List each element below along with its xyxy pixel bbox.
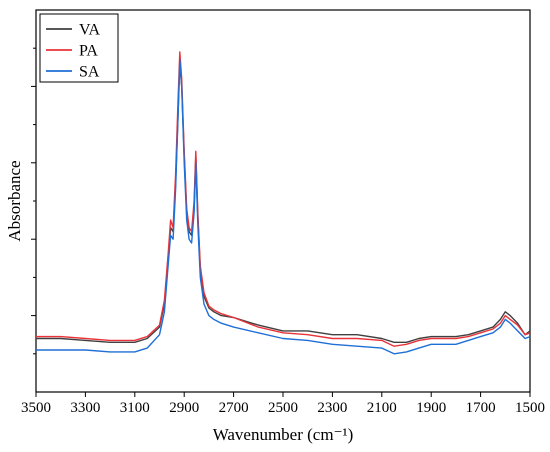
legend-label-pa: PA [79,43,98,60]
y-axis-title: Absorbance [5,160,24,241]
x-axis-title: Wavenumber (cm⁻¹) [213,425,354,444]
legend: VA PA SA [39,13,119,83]
legend-box [39,13,119,83]
legend-label-va: VA [79,22,100,39]
series-line-pa [36,51,531,347]
x-tick-label: 2900 [169,400,199,416]
x-tick-label: 2700 [219,400,249,416]
series-line-sa [36,59,531,355]
series-line-va [36,62,531,343]
x-tick-label: 3500 [21,400,51,416]
x-tick-label: 1900 [416,400,446,416]
series-lines [36,51,531,355]
x-tick-label: 3300 [70,400,100,416]
x-tick-label: 1700 [466,400,496,416]
x-axis-ticks: 3500 3300 3100 2900 2700 2500 2300 2100 1900 1700… [21,392,545,416]
x-tick-label: 2500 [268,400,298,416]
y-axis-ticks [31,47,36,355]
x-tick-label: 3100 [120,400,150,416]
x-tick-label: 2100 [367,400,397,416]
x-tick-label: 1500 [515,400,545,416]
x-tick-label: 2300 [317,400,347,416]
legend-label-sa: SA [79,64,100,81]
